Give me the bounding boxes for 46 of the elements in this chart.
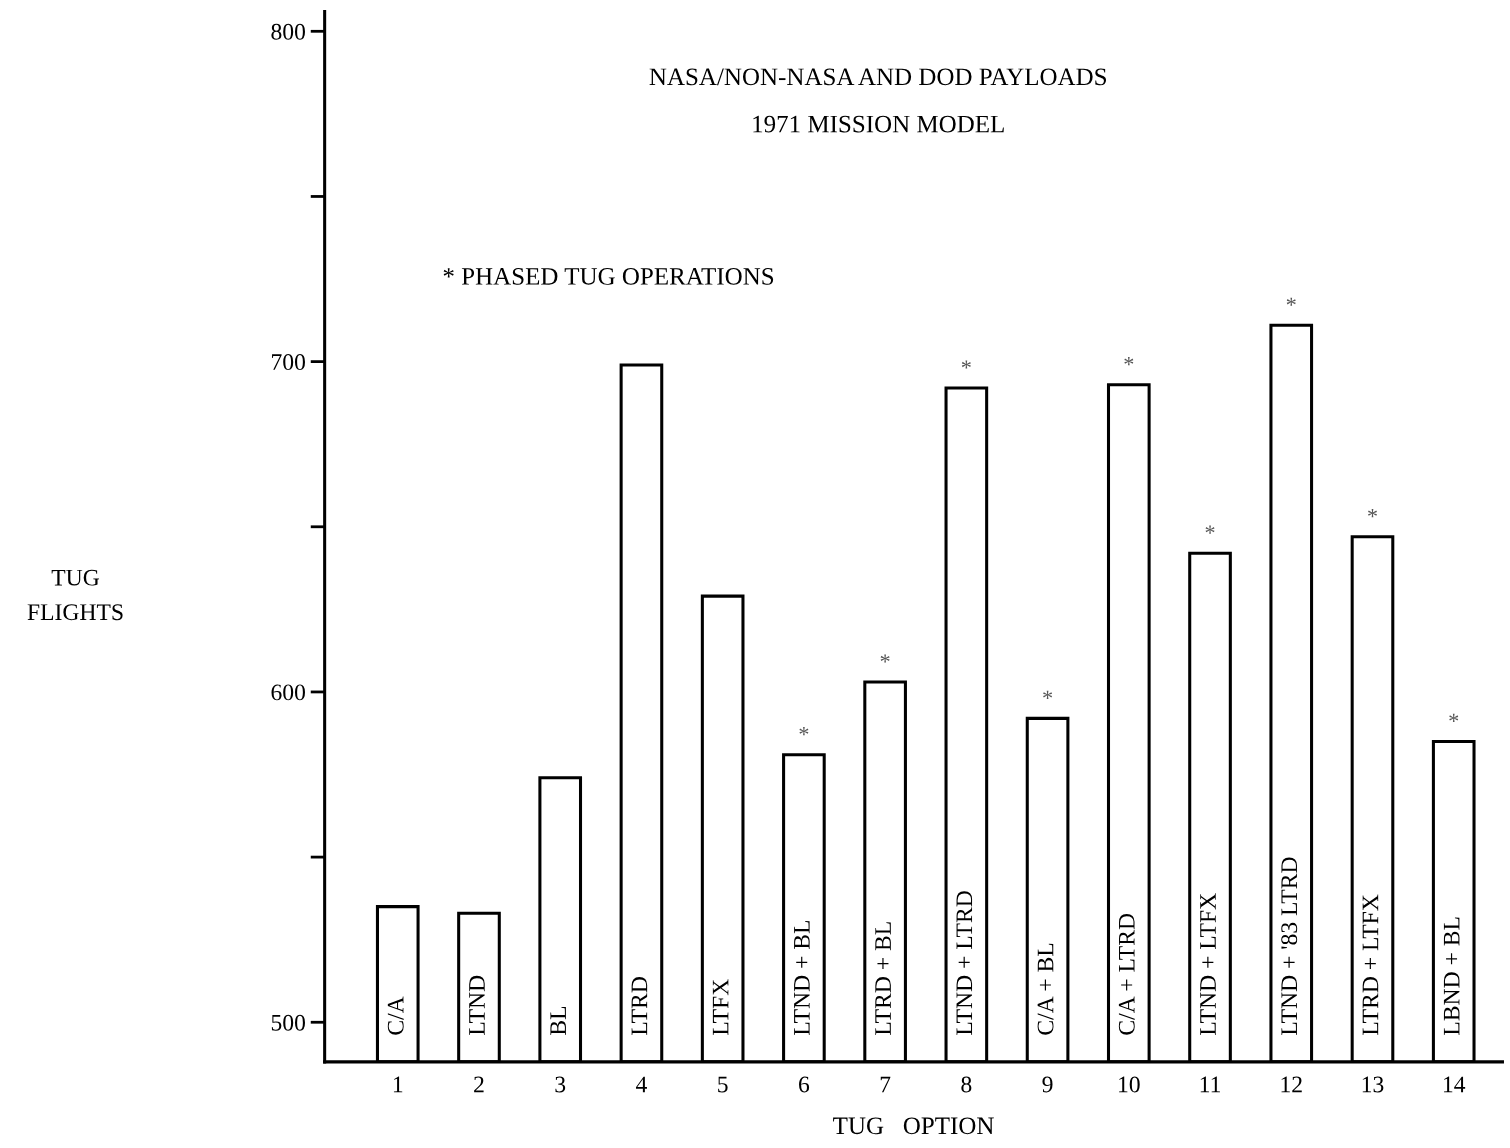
x-tick-label: 11 [1200,1076,1220,1093]
annotation: * PHASED TUG OPERATIONS [443,268,774,285]
annotation: LTND + LTFX [1200,893,1216,1035]
text: 1971 MISSION MODEL [753,115,1004,133]
annotation: C/A [387,996,404,1035]
x-tick-label: 4 [636,1076,647,1093]
annotation: LBND + BL [1443,917,1460,1035]
annotation: * [1205,525,1215,534]
y-tick-label: 600 [271,684,305,701]
annotation: * [1286,297,1296,306]
annotation: LTRD + BL [875,922,891,1035]
annotation: * [961,360,971,369]
annotation: * [1449,713,1459,723]
annotation: BL [550,1006,566,1035]
annotation: * [1043,690,1053,699]
x-tick-label: 14 [1443,1076,1466,1093]
x-tick-label: 12 [1281,1076,1302,1093]
x-tick-label: 8 [961,1076,972,1093]
annotation: * [799,727,809,736]
annotation: C/A + LTRD [1118,913,1135,1035]
x-tick-label: 13 [1362,1076,1384,1093]
x-tick-label: 3 [555,1076,566,1093]
annotation: * [880,654,890,663]
annotation: LTND [469,975,485,1035]
y-tick-label: 500 [271,1014,305,1031]
y-tick-label: 800 [271,23,305,40]
annotation: * [1368,509,1377,518]
x-tick-label: 6 [799,1076,810,1093]
annotation: LTND + '83 LTRD [1281,857,1298,1035]
annotation: LTRD [631,977,648,1035]
annotation: LTRD + LTFX [1362,894,1379,1035]
x-axis-title: TUG OPTION [833,1117,994,1135]
x-tick-label: 5 [718,1076,728,1093]
y-tick-label: 700 [272,354,305,371]
annotation: LTND + LTRD [956,891,973,1035]
annotation: LTFX [712,979,729,1035]
x-tick-label: 7 [880,1076,891,1093]
x-tick-label: 2 [474,1076,484,1093]
x-tick-label: 9 [1042,1076,1053,1093]
annotation: C/A + BL [1037,943,1054,1035]
text: NASA/NON-NASA AND DOD PAYLOADS [649,68,1107,86]
annotation: * [1124,357,1134,366]
x-tick-label: 10 [1119,1076,1140,1093]
x-tick-label: 1 [393,1076,403,1093]
annotation: LTND + BL [794,920,810,1035]
text: TUG FLIGHTS [27,569,123,621]
